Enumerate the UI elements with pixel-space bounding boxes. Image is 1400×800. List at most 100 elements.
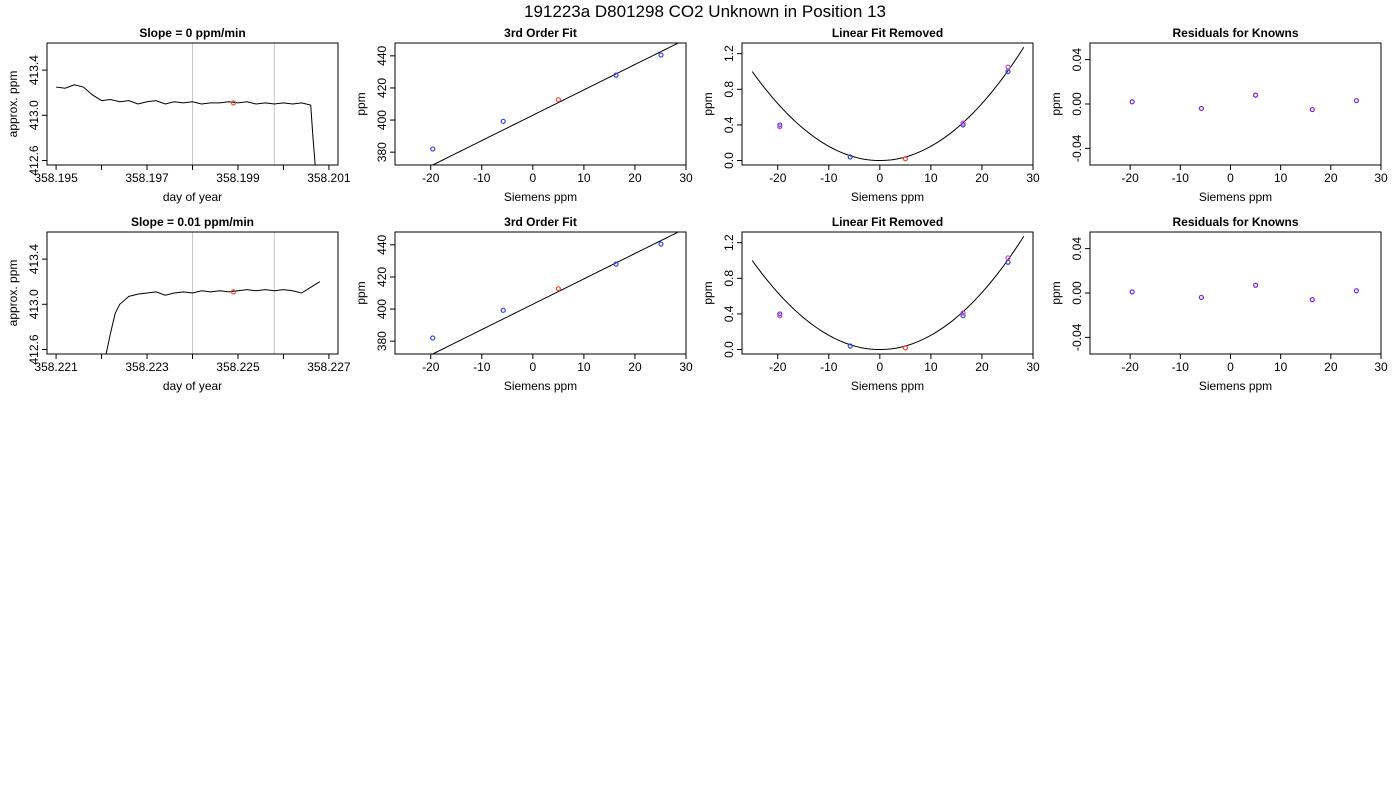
x-tick-label: 358.223 bbox=[125, 360, 169, 374]
data-point bbox=[430, 335, 436, 341]
x-tick-label: 20 bbox=[1324, 171, 1338, 185]
chart-panel-7: Linear Fit Removed -20 -10 0 10 20 30 0.0 0.4 0.8… bbox=[701, 215, 1040, 393]
y-tick-label: -0.04 bbox=[1070, 134, 1084, 162]
x-tick-label: 0 bbox=[876, 171, 883, 185]
data-point bbox=[230, 100, 237, 106]
data-point bbox=[1129, 289, 1135, 295]
data-point bbox=[960, 310, 966, 316]
x-tick-label: -10 bbox=[1172, 360, 1190, 374]
data-point bbox=[613, 261, 619, 267]
x-tick-label: 20 bbox=[1324, 360, 1338, 374]
y-tick-label: 413.0 bbox=[27, 289, 41, 319]
data-point bbox=[902, 156, 908, 162]
y-tick-label: 400 bbox=[375, 110, 389, 130]
x-tick-label: 358.199 bbox=[216, 171, 260, 185]
plot-frame bbox=[741, 42, 1034, 166]
x-tick-label: -20 bbox=[1121, 171, 1139, 185]
y-tick-label: 0.04 bbox=[1070, 48, 1084, 72]
plot-frame bbox=[1089, 42, 1382, 166]
y-tick-label: 0.00 bbox=[1070, 281, 1084, 305]
x-tick-label: 358.221 bbox=[34, 360, 78, 374]
fit-curve bbox=[431, 232, 679, 354]
fit-curve bbox=[431, 43, 679, 165]
x-axis-label: Siemens ppm bbox=[851, 190, 924, 204]
plot-frame bbox=[741, 231, 1034, 355]
data-point bbox=[1309, 297, 1315, 303]
plot-data bbox=[751, 235, 1025, 351]
data-point bbox=[847, 154, 853, 160]
y-tick-label: 0.04 bbox=[1070, 237, 1084, 261]
y-tick-label: 1.2 bbox=[722, 45, 736, 62]
x-tick-label: 30 bbox=[679, 171, 693, 185]
x-axis-label: Siemens ppm bbox=[504, 379, 577, 393]
y-axis-label: ppm bbox=[1049, 281, 1063, 304]
x-tick-label: -20 bbox=[769, 171, 787, 185]
x-tick-label: -20 bbox=[769, 360, 787, 374]
x-tick-label: -10 bbox=[1172, 171, 1190, 185]
x-tick-label: 0 bbox=[529, 360, 536, 374]
fit-curve bbox=[751, 235, 1025, 351]
x-tick-label: 0 bbox=[1227, 360, 1234, 374]
y-tick-label: 1.2 bbox=[722, 234, 736, 251]
x-axis-label: day of year bbox=[163, 379, 222, 393]
y-tick-label: 0.00 bbox=[1070, 92, 1084, 116]
x-tick-label: 30 bbox=[1374, 360, 1388, 374]
plot-frame bbox=[394, 231, 687, 355]
data-point bbox=[658, 52, 664, 58]
x-tick-label: 30 bbox=[1374, 171, 1388, 185]
y-axis-label: ppm bbox=[354, 92, 368, 115]
x-axis-label: Siemens ppm bbox=[1199, 379, 1272, 393]
data-point bbox=[960, 122, 966, 128]
chart-panel-5: Slope = 0.01 ppm/min 358.221 358.223 358.22… bbox=[6, 215, 351, 393]
data-point bbox=[1309, 106, 1315, 113]
x-tick-label: 0 bbox=[529, 171, 536, 185]
y-axis-label: approx. ppm bbox=[6, 71, 20, 138]
plot-frame bbox=[394, 42, 687, 166]
data-series-line bbox=[105, 281, 321, 354]
panel-title: Linear Fit Removed bbox=[832, 215, 943, 229]
y-tick-label: 412.6 bbox=[27, 334, 41, 364]
x-axis-label: Siemens ppm bbox=[1199, 190, 1272, 204]
y-tick-label: 0.0 bbox=[722, 152, 736, 169]
y-tick-label: 420 bbox=[375, 267, 389, 287]
panel-grid: Slope = 0 ppm/min 358.195 358.197 358.199 35… bbox=[6, 26, 1388, 393]
x-tick-label: 10 bbox=[577, 171, 591, 185]
y-tick-label: 0.8 bbox=[722, 81, 736, 98]
data-point bbox=[1198, 294, 1204, 301]
y-tick-label: 412.6 bbox=[27, 145, 41, 175]
y-axis-label: ppm bbox=[701, 92, 715, 115]
panel-title: 3rd Order Fit bbox=[504, 215, 577, 229]
y-tick-label: -0.04 bbox=[1070, 323, 1084, 351]
panel-title: Linear Fit Removed bbox=[832, 26, 943, 40]
data-point bbox=[902, 345, 908, 351]
data-point bbox=[658, 241, 664, 247]
y-axis-label: ppm bbox=[354, 281, 368, 304]
x-tick-label: 20 bbox=[628, 360, 642, 374]
data-point bbox=[777, 311, 783, 317]
data-point bbox=[230, 289, 237, 295]
x-tick-label: 0 bbox=[876, 360, 883, 374]
data-point bbox=[1198, 105, 1204, 112]
x-tick-label: -20 bbox=[422, 171, 440, 185]
x-tick-label: 10 bbox=[1274, 360, 1288, 374]
fit-curve bbox=[751, 46, 1025, 162]
data-point bbox=[1353, 288, 1360, 294]
plot-data bbox=[430, 43, 679, 165]
chart-panel-3: Linear Fit Removed -20 -10 0 10 20 30 0.0 0.4 0.8… bbox=[701, 26, 1040, 204]
chart-panel-8: Residuals for Knowns -20 -10 0 10 20 30 -0.04 0.… bbox=[1049, 215, 1388, 393]
y-tick-label: 413.4 bbox=[27, 244, 41, 274]
panel-title: Slope = 0 ppm/min bbox=[139, 26, 245, 40]
x-tick-label: 358.201 bbox=[307, 171, 351, 185]
y-tick-label: 0.4 bbox=[722, 305, 736, 322]
plot-data bbox=[105, 281, 321, 354]
panel-title: Residuals for Knowns bbox=[1172, 215, 1298, 229]
x-tick-label: 0 bbox=[1227, 171, 1234, 185]
plot-data bbox=[56, 84, 316, 165]
x-tick-label: 10 bbox=[577, 360, 591, 374]
data-point bbox=[1252, 282, 1259, 288]
data-point bbox=[1353, 98, 1360, 104]
chart-panel-6: 3rd Order Fit -20 -10 0 10 20 30 380 400 420 440 Si… bbox=[354, 215, 693, 393]
data-point bbox=[1005, 64, 1011, 70]
data-point bbox=[777, 122, 783, 128]
